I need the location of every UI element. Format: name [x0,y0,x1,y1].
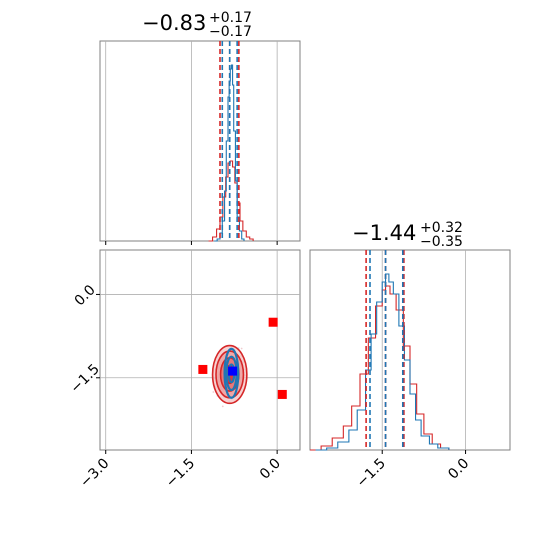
joint-marker-red [268,317,278,327]
joint-contour-blue [223,347,240,399]
joint-marker-red [198,364,208,374]
marginal-1-ticks [105,241,278,245]
marginal-1-quantile-lines [219,41,240,241]
joint-marker-blue [228,366,238,376]
joint-sample-point [212,391,215,393]
marginal-panel-param-2: −1.5 0.0 [309,249,511,491]
joint-frame [99,249,301,451]
joint-marker-red [277,389,287,399]
marginal-panel-param-1 [99,40,301,245]
title-2-median: −1.44 [352,221,416,245]
title-2-plus: +0.32 [420,220,463,236]
joint-sample-point [240,347,243,350]
title-1-median: −0.83 [142,11,206,35]
marginal-2-quantile-lines [365,250,405,450]
joint-grid [100,250,300,450]
marginal-1-frame [99,40,301,242]
title-2-minus: −0.35 [420,234,463,250]
title-1-plus: +0.17 [209,10,252,26]
title-param-2: −1.44 +0.32 −0.35 [352,220,463,250]
joint-content [198,317,287,408]
title-1-minus: −0.17 [209,24,252,40]
joint-sample-point [221,405,224,408]
title-param-1: −0.83 +0.17 −0.17 [142,10,252,40]
marginal-2-hist-blue [315,273,450,451]
marginal-1-grid [105,41,278,241]
